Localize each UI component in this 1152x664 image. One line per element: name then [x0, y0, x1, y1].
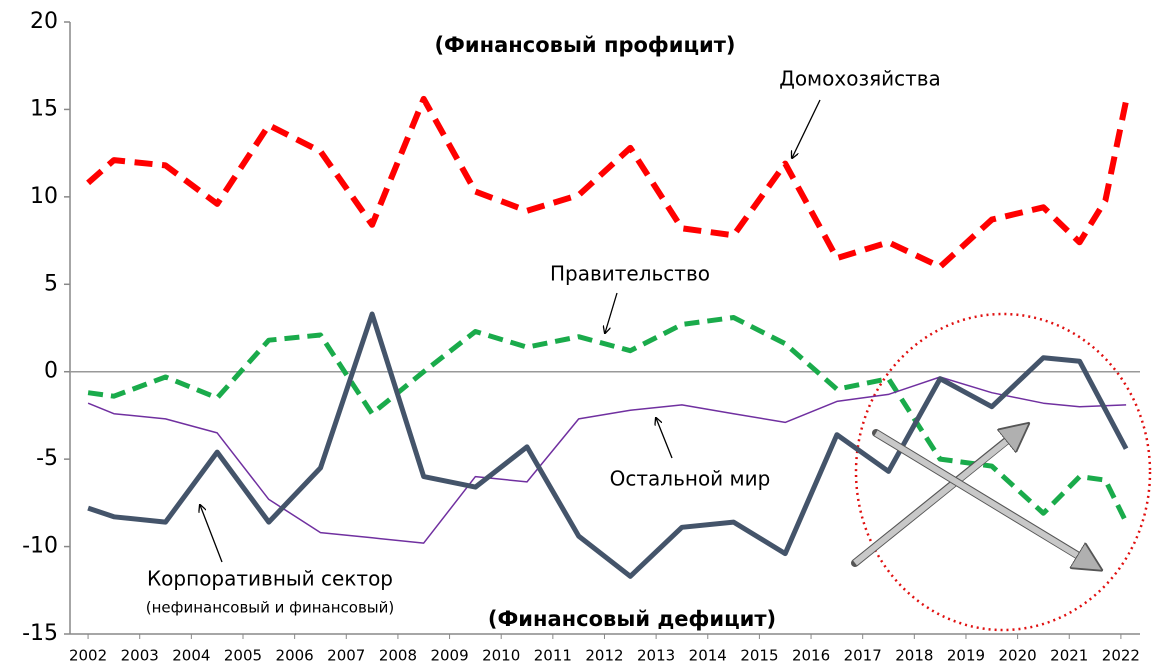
trend-arrow [853, 432, 1018, 566]
x-tick-label: 2002 [69, 647, 107, 664]
x-tick-label: 2016 [792, 647, 830, 664]
series-line [87, 311, 1129, 579]
x-tick-label: 2009 [430, 647, 468, 664]
y-tick-label: -5 [36, 446, 58, 471]
series-label: Домохозяйства [779, 67, 941, 91]
x-tick-label: 2012 [585, 647, 623, 664]
x-tick-label: 2020 [999, 647, 1037, 664]
x-tick-label: 2005 [224, 647, 262, 664]
series-label: Правительство [550, 262, 710, 286]
series-line [86, 95, 1130, 270]
y-tick-label: 15 [30, 96, 58, 121]
x-tick-label: 2017 [844, 647, 882, 664]
x-tick-label: 2008 [379, 647, 417, 664]
x-tick-label: 2006 [276, 647, 314, 664]
label-arrow [792, 99, 821, 158]
y-tick-label: 5 [44, 271, 58, 296]
x-tick-label: 2019 [947, 647, 985, 664]
series-note: (нефинансовый и финансовый) [146, 599, 395, 617]
label-arrow [605, 292, 618, 333]
series-label: Корпоративный сектор [147, 567, 393, 591]
y-tick-label: -15 [22, 621, 58, 646]
label-arrow [200, 505, 223, 563]
series-line [87, 376, 1127, 544]
y-tick-label: 10 [30, 184, 58, 209]
x-tick-label: 2014 [689, 647, 727, 664]
x-tick-label: 2007 [327, 647, 365, 664]
annotation: (Финансовый профицит) [434, 33, 735, 57]
x-tick-label: 2022 [1102, 647, 1140, 664]
y-tick-label: 20 [30, 9, 58, 34]
x-tick-label: 2011 [534, 647, 572, 664]
series-line [87, 315, 1129, 524]
y-tick-label: -10 [22, 534, 58, 559]
series-label: Остальной мир [610, 467, 771, 491]
plot: -15 -10 -5 0 5 10 15 20 2002 2003 2004 2005 2006 2007… [22, 9, 1140, 664]
x-tick-label: 2003 [121, 647, 159, 664]
y-tick-label: 0 [44, 359, 58, 384]
annotation: (Финансовый дефицит) [488, 607, 776, 631]
x-tick-label: 2021 [1050, 647, 1088, 664]
x-tick-label: 2010 [482, 647, 520, 664]
label-arrow [656, 418, 673, 459]
x-tick-label: 2013 [637, 647, 675, 664]
x-tick-label: 2015 [740, 647, 778, 664]
highlight-circle [854, 312, 1152, 632]
trend-arrow [874, 430, 1090, 563]
x-tick-label: 2004 [172, 647, 210, 664]
x-tick-label: 2018 [895, 647, 933, 664]
